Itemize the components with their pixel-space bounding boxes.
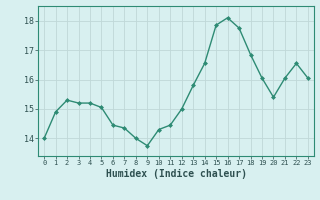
X-axis label: Humidex (Indice chaleur): Humidex (Indice chaleur) xyxy=(106,169,246,179)
